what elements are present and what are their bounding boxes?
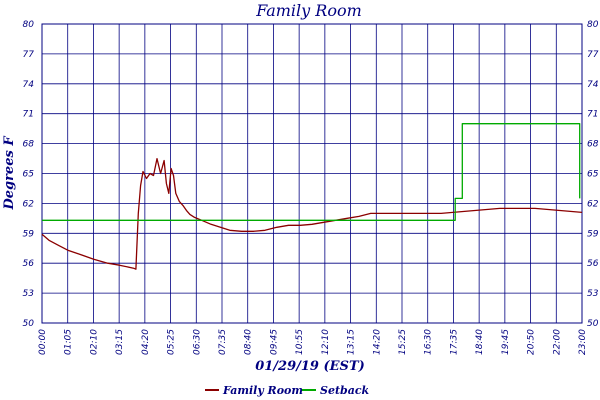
x-tick-label: 15:25 — [398, 329, 408, 355]
x-axis-label: 01/29/19 (EST) — [255, 359, 365, 374]
x-tick-label: 01:05 — [64, 329, 74, 355]
series-line-setback — [42, 123, 581, 221]
y-tick-label-left: 74 — [23, 80, 35, 90]
y-tick-label-right: 80 — [587, 20, 599, 30]
legend-label: Setback — [320, 384, 370, 397]
y-tick-label-right: 68 — [587, 140, 599, 150]
y-tick-label-left: 62 — [23, 199, 35, 209]
y-tick-label-left: 53 — [23, 289, 35, 299]
y-tick-label-left: 68 — [23, 140, 35, 150]
y-axis-label: Degrees F — [2, 136, 17, 211]
x-tick-label: 23:00 — [578, 329, 588, 355]
x-axis: 00:00 01:05 02:10 03:15 04:20 05:25 06:30 07:35… — [38, 329, 588, 355]
y-axis-right: 50 53 56 59 62 65 68 71 74 77 80 — [587, 20, 599, 329]
x-tick-label: 00:00 — [38, 329, 48, 355]
x-tick-label: 02:10 — [89, 329, 99, 355]
x-tick-label: 08:40 — [244, 329, 254, 355]
y-tick-label-right: 53 — [587, 289, 599, 299]
y-tick-label-left: 56 — [23, 259, 35, 269]
y-tick-label-left: 77 — [23, 50, 35, 60]
x-tick-label: 09:45 — [269, 329, 279, 355]
x-tick-label: 10:55 — [295, 329, 305, 355]
y-axis-left: 50 53 56 59 62 65 68 71 74 77 80 — [23, 20, 35, 329]
legend-label: Family Room — [222, 384, 303, 397]
x-tick-label: 17:35 — [449, 329, 459, 355]
x-tick-label: 16:30 — [424, 329, 434, 355]
x-tick-label: 06:30 — [192, 329, 202, 355]
y-tick-label-left: 50 — [23, 319, 35, 329]
legend: Family Room Setback — [205, 384, 370, 397]
x-tick-label: 22:00 — [552, 329, 562, 355]
y-tick-label-right: 77 — [587, 50, 599, 60]
y-tick-label-right: 71 — [587, 110, 598, 120]
series-line-family-room — [41, 157, 583, 270]
y-tick-label-right: 74 — [587, 80, 599, 90]
x-tick-label: 19:45 — [501, 329, 511, 355]
x-tick-label: 20:50 — [527, 329, 537, 355]
y-tick-label-left: 65 — [23, 170, 35, 180]
x-tick-label: 12:10 — [321, 329, 331, 355]
x-tick-label: 07:35 — [218, 329, 228, 355]
x-tick-label: 13:15 — [347, 329, 357, 355]
y-tick-label-left: 71 — [23, 110, 34, 120]
y-tick-label-right: 59 — [587, 229, 599, 239]
series-lines — [41, 123, 583, 270]
y-tick-label-left: 80 — [23, 20, 35, 30]
y-tick-label-right: 50 — [587, 319, 599, 329]
y-tick-label-right: 62 — [587, 199, 599, 209]
x-tick-label: 05:25 — [167, 329, 177, 355]
x-tick-label: 03:15 — [115, 329, 125, 355]
x-tick-label: 18:40 — [475, 329, 485, 355]
x-tick-label: 04:20 — [141, 329, 151, 355]
grid — [41, 23, 583, 324]
y-tick-label-right: 56 — [587, 259, 599, 269]
y-tick-label-left: 59 — [23, 229, 35, 239]
y-tick-label-right: 65 — [587, 170, 599, 180]
x-tick-label: 14:20 — [372, 329, 382, 355]
chart-title: Family Room — [255, 1, 362, 20]
